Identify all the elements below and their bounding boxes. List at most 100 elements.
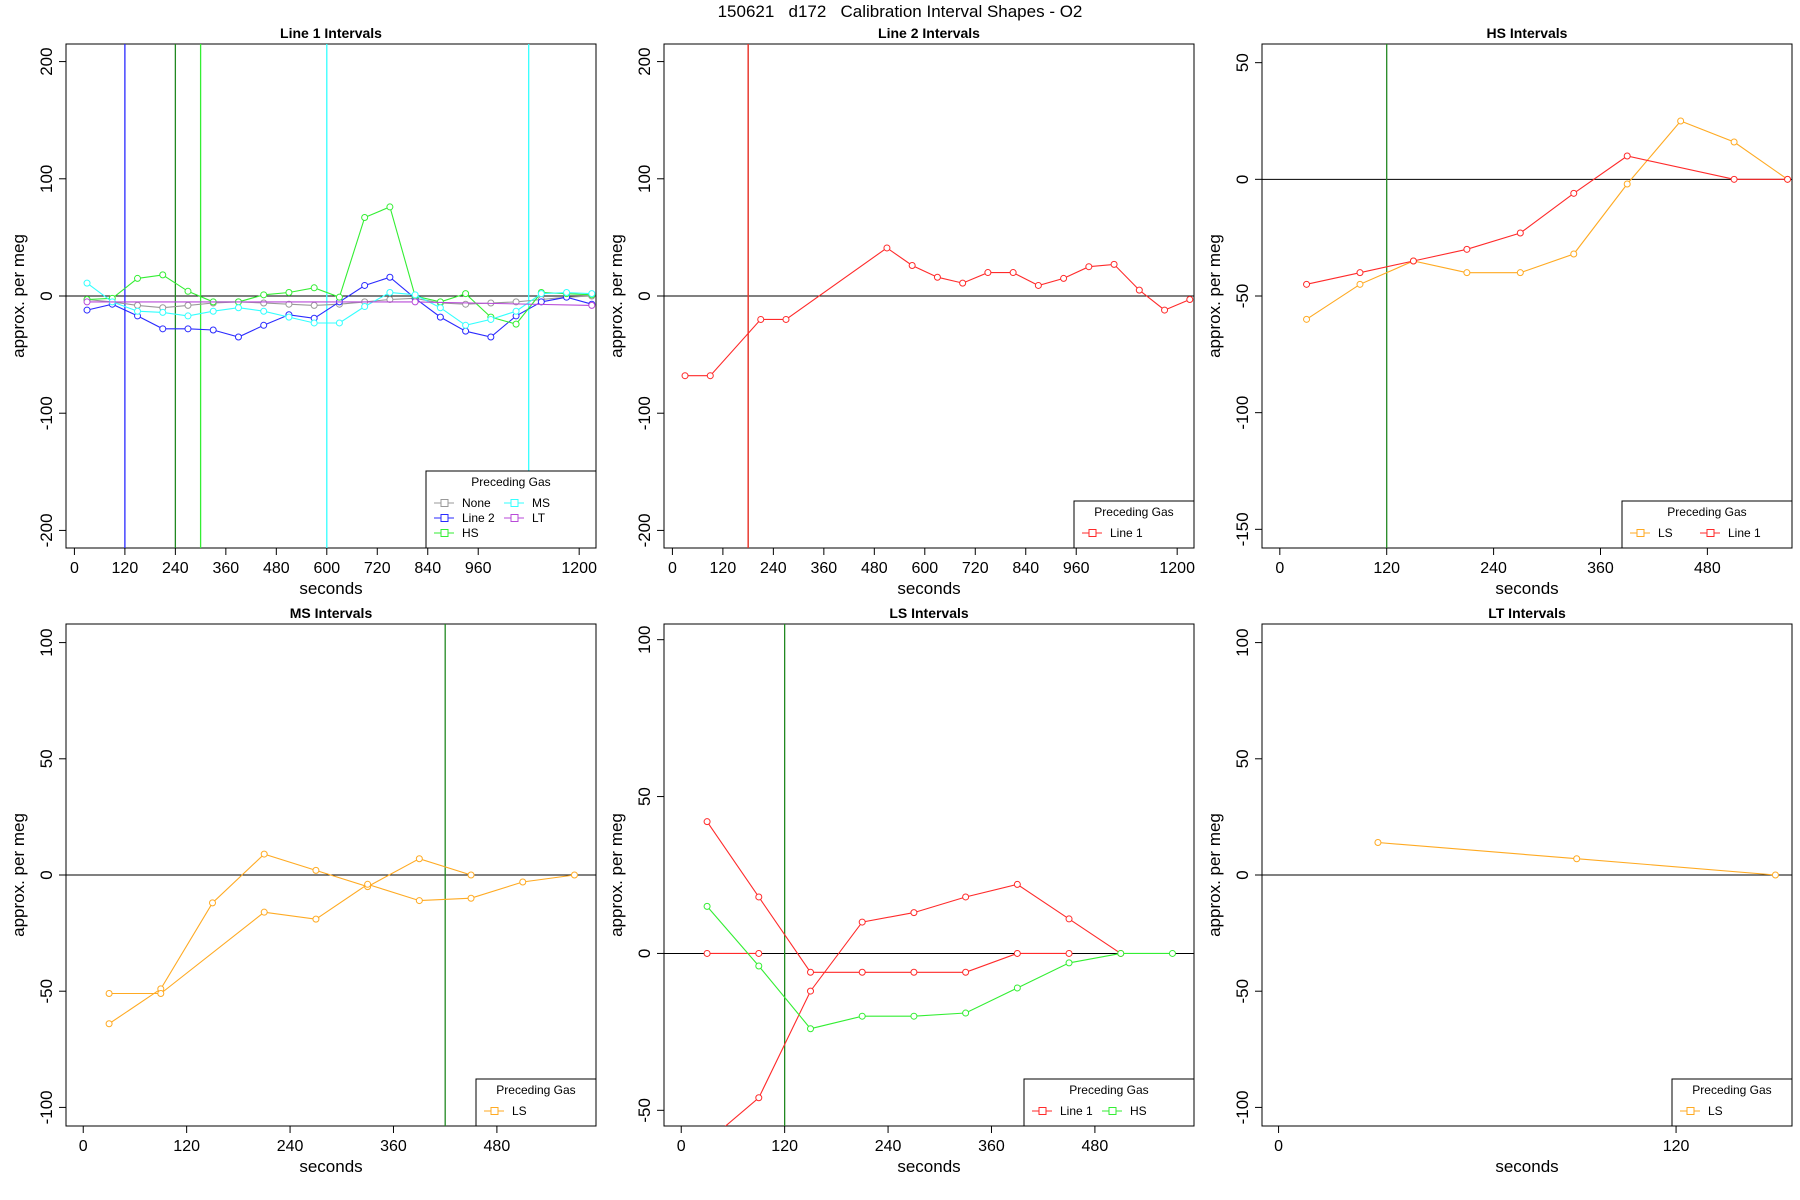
legend-label: Line 1 (1060, 1104, 1093, 1118)
data-point (260, 321, 268, 329)
data-point (962, 893, 970, 901)
y-tick-label: 100 (37, 628, 56, 656)
data-point (105, 1020, 113, 1028)
data-point (807, 987, 815, 995)
x-tick-label: 840 (414, 560, 441, 577)
data-point (883, 244, 891, 252)
data-point (588, 290, 596, 298)
data-point (681, 372, 689, 380)
x-tick-label: 0 (79, 1138, 88, 1155)
x-tick-label: 120 (173, 1138, 200, 1155)
data-point (310, 284, 318, 292)
legend-title: Preceding Gas (1667, 505, 1746, 519)
y-tick-label: -200 (37, 513, 56, 547)
data-point (415, 855, 423, 863)
x-axis-label: seconds (299, 579, 362, 598)
legend-label: None (462, 496, 491, 510)
data-point (1623, 152, 1631, 160)
data-point (312, 866, 320, 874)
data-point (260, 908, 268, 916)
y-tick-label: 50 (1233, 749, 1252, 768)
data-point (184, 301, 192, 309)
data-point (1085, 263, 1093, 271)
x-tick-label: 360 (978, 1138, 1005, 1155)
legend-swatch-marker (1088, 529, 1097, 537)
data-point (933, 273, 941, 281)
data-point (184, 312, 192, 320)
y-axis-label: approx. per meg (9, 234, 28, 358)
data-point (1516, 269, 1524, 277)
data-point (1186, 296, 1194, 304)
x-tick-label: 240 (760, 560, 787, 577)
y-tick-label: 50 (1233, 53, 1252, 72)
legend-title: Preceding Gas (1094, 505, 1173, 519)
legend-title: Preceding Gas (496, 1083, 575, 1097)
legend-title: Preceding Gas (471, 475, 550, 489)
y-tick-label: 100 (635, 626, 654, 654)
y-axis-label: approx. per meg (607, 813, 626, 937)
data-point (563, 288, 571, 296)
y-axis-label: approx. per meg (607, 234, 626, 358)
legend: Preceding Gas None MS Line 2 LT HS (425, 470, 597, 549)
data-point (487, 333, 495, 341)
x-tick-label: 120 (1663, 1138, 1690, 1155)
data-point (467, 871, 475, 879)
data-point (386, 288, 394, 296)
x-tick-label: 840 (1012, 560, 1039, 577)
data-point (858, 968, 866, 976)
panel-6: LT Intervals 0 120 -100 -50 0 50 100 seconds appr… (1205, 605, 1793, 1176)
data-point (386, 296, 394, 304)
y-tick-label: 200 (37, 47, 56, 75)
data-point (512, 320, 520, 328)
data-point (157, 990, 165, 998)
y-tick-label: -50 (1233, 979, 1252, 1004)
data-point (487, 315, 495, 323)
y-tick-label: 0 (37, 291, 56, 300)
x-tick-label: 360 (212, 560, 239, 577)
data-point (1784, 175, 1792, 183)
legend-swatch-marker (440, 514, 449, 522)
y-tick-label: -50 (635, 1098, 654, 1123)
panel-title: Line 2 Intervals (878, 25, 980, 41)
data-point (1623, 180, 1631, 188)
x-axis-label: seconds (897, 1157, 960, 1176)
y-tick-label: 100 (635, 165, 654, 193)
data-point (1409, 257, 1417, 265)
data-point (361, 303, 369, 311)
y-tick-label: 0 (635, 949, 654, 958)
data-point (411, 291, 419, 299)
panel-2: Line 2 Intervals 0 120 240 360 480 600 720 840 96… (607, 25, 1195, 598)
panel-title: LT Intervals (1488, 605, 1566, 621)
legend-box (425, 470, 597, 549)
data-point (209, 307, 217, 315)
legend-title: Preceding Gas (1692, 1083, 1771, 1097)
data-point (706, 372, 714, 380)
legend-box (1023, 1078, 1195, 1127)
x-axis-label: seconds (1495, 579, 1558, 598)
panel-3: HS Intervals 0 120 240 360 480 -150 -100 -50 0 50 s… (1205, 25, 1793, 598)
data-point (1135, 286, 1143, 294)
y-tick-label: -200 (635, 513, 654, 547)
data-point (386, 203, 394, 211)
data-point (588, 301, 596, 309)
legend-label: LS (1708, 1104, 1723, 1118)
data-point (512, 307, 520, 315)
data-point (1060, 274, 1068, 282)
legend-swatch-marker (1706, 529, 1715, 537)
data-point (260, 299, 268, 307)
data-point (1013, 880, 1021, 888)
data-point (910, 968, 918, 976)
y-tick-label: -100 (1233, 1090, 1252, 1124)
data-point (1065, 959, 1073, 967)
data-point (1463, 245, 1471, 253)
data-point (361, 213, 369, 221)
y-tick-label: 100 (1233, 628, 1252, 656)
legend-swatch-marker (440, 499, 449, 507)
data-point (184, 287, 192, 295)
legend-box (475, 1078, 597, 1127)
data-point (234, 304, 242, 312)
data-point (436, 313, 444, 321)
y-tick-label: -100 (37, 396, 56, 430)
data-point (134, 301, 142, 309)
